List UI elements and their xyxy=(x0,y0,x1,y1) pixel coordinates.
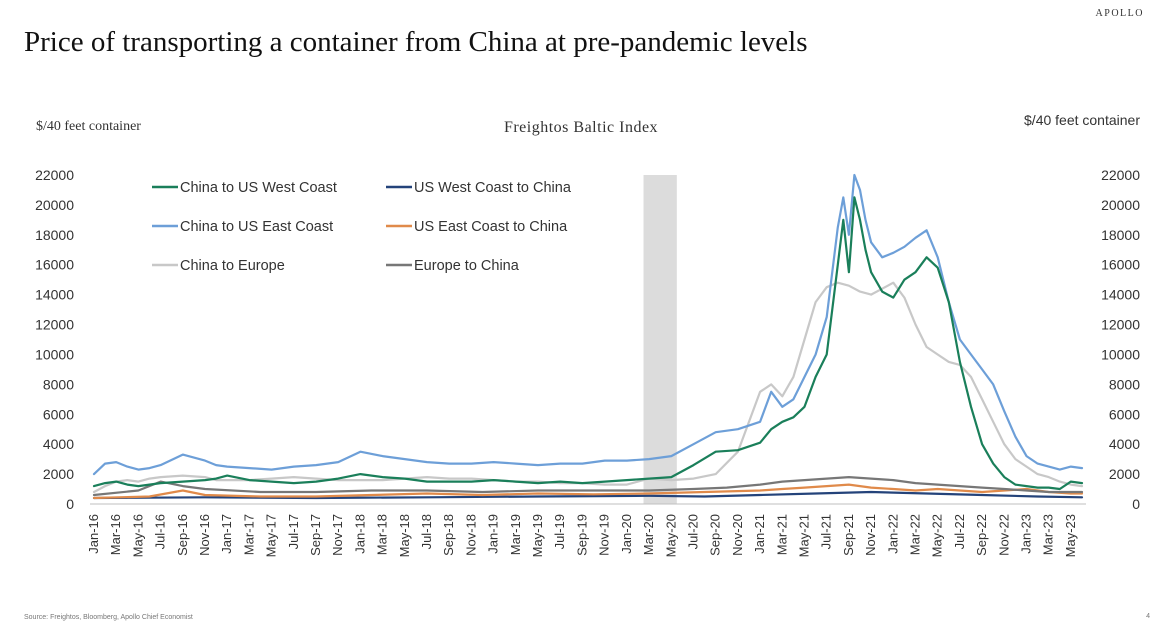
x-tick-label: Jan-18 xyxy=(352,514,367,554)
y-axis-label-left: $/40 feet container xyxy=(36,119,141,134)
y-axis-label-right: $/40 feet container xyxy=(1024,112,1140,128)
x-tick-label: May-22 xyxy=(930,514,945,557)
y-tick-right: 4000 xyxy=(1109,436,1140,452)
y-tick-right: 16000 xyxy=(1101,257,1140,273)
y-tick-left: 2000 xyxy=(43,466,74,482)
series-line-us-east-coast-to-china xyxy=(92,483,1084,500)
x-tick-label: Jul-22 xyxy=(952,514,967,549)
y-tick-right: 8000 xyxy=(1109,376,1140,392)
x-tick-label: Nov-22 xyxy=(996,514,1011,556)
x-tick-label: May-23 xyxy=(1063,514,1078,557)
y-tick-right: 0 xyxy=(1132,496,1140,512)
x-tick-label: May-16 xyxy=(130,514,145,557)
y-tick-right: 6000 xyxy=(1109,406,1140,422)
x-tick-label: Jan-17 xyxy=(219,514,234,554)
y-tick-right: 12000 xyxy=(1101,317,1140,333)
legend-label-china-to-us-west-coast: China to US West Coast xyxy=(180,180,337,196)
x-tick-label: May-19 xyxy=(530,514,545,557)
x-tick-label: Mar-21 xyxy=(774,514,789,555)
x-tick-label: Jul-17 xyxy=(286,514,301,549)
x-tick-label: Jul-16 xyxy=(153,514,168,549)
y-tick-left: 8000 xyxy=(43,376,74,392)
x-tick-label: Jan-19 xyxy=(486,514,501,554)
x-tick-label: Jan-20 xyxy=(619,514,634,554)
x-tick-label: May-20 xyxy=(663,514,678,557)
x-tick-label: Nov-17 xyxy=(330,514,345,556)
x-tick-label: Nov-16 xyxy=(197,514,212,556)
y-tick-right: 22000 xyxy=(1101,167,1140,183)
x-tick-label: Jan-16 xyxy=(86,514,101,554)
x-tick-label: Jul-20 xyxy=(685,514,700,549)
x-tick-label: Sep-22 xyxy=(974,514,989,556)
x-tick-label: Jan-22 xyxy=(885,514,900,554)
series-line-china-to-europe xyxy=(92,281,1084,494)
x-tick-label: Mar-18 xyxy=(375,514,390,555)
y-tick-left: 20000 xyxy=(35,197,74,213)
series-line-europe-to-china xyxy=(92,476,1084,497)
x-tick-label: Sep-18 xyxy=(441,514,456,556)
x-tick-label: Sep-16 xyxy=(175,514,190,556)
brand-logo: APOLLO xyxy=(1095,8,1144,19)
x-tick-label: May-18 xyxy=(397,514,412,557)
x-tick-label: Mar-16 xyxy=(108,514,123,555)
x-tick-label: Mar-23 xyxy=(1041,514,1056,555)
x-tick-label: Jan-21 xyxy=(752,514,767,554)
y-tick-left: 16000 xyxy=(35,257,74,273)
y-tick-left: 22000 xyxy=(35,167,74,183)
x-tick-label: Nov-20 xyxy=(730,514,745,556)
legend-label-us-west-coast-to-china: US West Coast to China xyxy=(414,180,572,196)
legend-label-china-to-us-east-coast: China to US East Coast xyxy=(180,219,333,235)
y-tick-left: 18000 xyxy=(35,227,74,243)
y-tick-left: 10000 xyxy=(35,346,74,362)
y-tick-right: 18000 xyxy=(1101,227,1140,243)
page-title: Price of transporting a container from C… xyxy=(24,26,808,58)
y-tick-right: 2000 xyxy=(1109,466,1140,482)
x-tick-label: May-17 xyxy=(264,514,279,557)
x-tick-label: Sep-19 xyxy=(574,514,589,556)
series-line-china-to-us-east-coast xyxy=(92,173,1084,476)
y-tick-right: 10000 xyxy=(1101,346,1140,362)
x-tick-label: Mar-20 xyxy=(641,514,656,555)
x-tick-label: Mar-19 xyxy=(508,514,523,555)
x-tick-label: Mar-17 xyxy=(241,514,256,555)
legend-label-europe-to-china: Europe to China xyxy=(414,258,520,274)
x-tick-label: Sep-21 xyxy=(841,514,856,556)
shaded-period xyxy=(643,175,677,504)
x-tick-label: Jul-21 xyxy=(819,514,834,549)
x-tick-label: Jul-18 xyxy=(419,514,434,549)
x-tick-label: May-21 xyxy=(796,514,811,557)
x-tick-label: Nov-19 xyxy=(597,514,612,556)
x-tick-label: Jul-19 xyxy=(552,514,567,549)
source-note: Source: Freightos, Bloomberg, Apollo Chi… xyxy=(24,614,193,621)
y-tick-left: 0 xyxy=(66,496,74,512)
legend-label-china-to-europe: China to Europe xyxy=(180,258,285,274)
y-tick-left: 12000 xyxy=(35,317,74,333)
chart-title: Freightos Baltic Index xyxy=(503,119,659,136)
legend-label-us-east-coast-to-china: US East Coast to China xyxy=(414,219,568,235)
x-tick-label: Jan-23 xyxy=(1018,514,1033,554)
x-tick-label: Sep-20 xyxy=(708,514,723,556)
series-line-china-to-us-west-coast xyxy=(92,196,1084,491)
page-number: 4 xyxy=(1146,613,1150,620)
y-tick-left: 6000 xyxy=(43,406,74,422)
x-tick-label: Nov-21 xyxy=(863,514,878,556)
y-tick-left: 4000 xyxy=(43,436,74,452)
x-tick-label: Nov-18 xyxy=(463,514,478,556)
y-tick-left: 14000 xyxy=(35,287,74,303)
x-tick-label: Mar-22 xyxy=(907,514,922,555)
series-line-us-west-coast-to-china xyxy=(92,490,1084,500)
y-tick-right: 14000 xyxy=(1101,287,1140,303)
x-tick-label: Sep-17 xyxy=(308,514,323,556)
y-tick-right: 20000 xyxy=(1101,197,1140,213)
